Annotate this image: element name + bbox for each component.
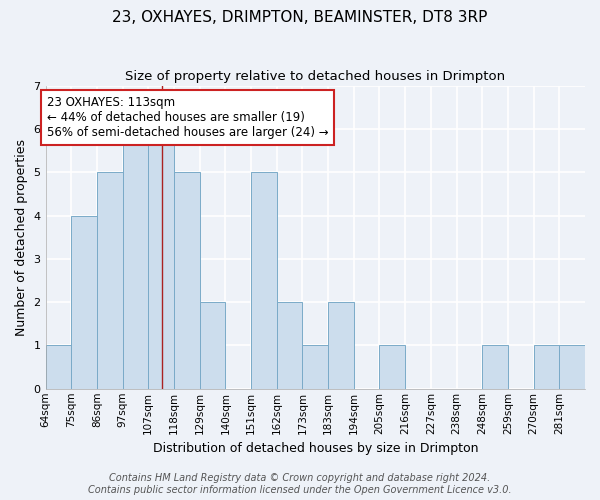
Bar xyxy=(379,346,405,389)
Bar xyxy=(148,129,174,389)
Bar xyxy=(71,216,97,389)
Text: 23 OXHAYES: 113sqm
← 44% of detached houses are smaller (19)
56% of semi-detache: 23 OXHAYES: 113sqm ← 44% of detached hou… xyxy=(47,96,328,140)
Bar xyxy=(277,302,302,389)
Bar xyxy=(200,302,226,389)
Title: Size of property relative to detached houses in Drimpton: Size of property relative to detached ho… xyxy=(125,70,505,83)
Bar xyxy=(122,129,148,389)
Bar xyxy=(533,346,559,389)
Bar xyxy=(328,302,354,389)
Text: Contains HM Land Registry data © Crown copyright and database right 2024.
Contai: Contains HM Land Registry data © Crown c… xyxy=(88,474,512,495)
Bar xyxy=(559,346,585,389)
Bar xyxy=(46,346,71,389)
Text: 23, OXHAYES, DRIMPTON, BEAMINSTER, DT8 3RP: 23, OXHAYES, DRIMPTON, BEAMINSTER, DT8 3… xyxy=(112,10,488,25)
Bar xyxy=(174,172,200,389)
Bar xyxy=(302,346,328,389)
Bar xyxy=(482,346,508,389)
Bar xyxy=(251,172,277,389)
X-axis label: Distribution of detached houses by size in Drimpton: Distribution of detached houses by size … xyxy=(152,442,478,455)
Y-axis label: Number of detached properties: Number of detached properties xyxy=(15,138,28,336)
Bar xyxy=(97,172,122,389)
